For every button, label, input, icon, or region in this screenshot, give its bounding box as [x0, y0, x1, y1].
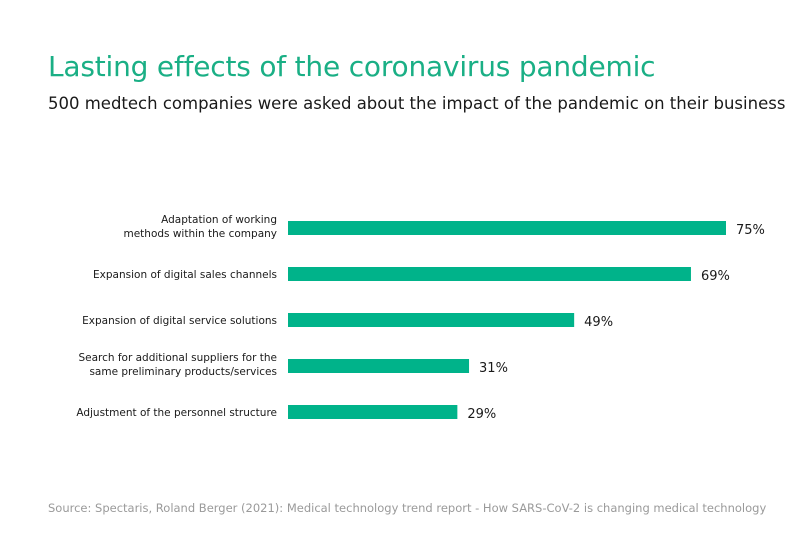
bar-1 — [288, 221, 726, 235]
value-label-2: 69% — [701, 269, 730, 284]
category-label-4: Search for additional suppliers for the s… — [78, 352, 277, 378]
category-label-2: Expansion of digital sales channels — [93, 269, 277, 281]
value-label-3: 49% — [584, 315, 613, 330]
category-label-3: Expansion of digital service solutions — [82, 315, 277, 327]
chart-subtitle: 500 medtech companies were asked about t… — [48, 94, 786, 113]
value-label-5: 29% — [467, 407, 496, 422]
bar-3 — [288, 313, 575, 327]
category-label-1: Adaptation of working methods within the … — [123, 214, 277, 240]
chart-title: Lasting effects of the coronavirus pande… — [48, 50, 656, 83]
bar-2 — [288, 267, 691, 281]
bar-4 — [288, 359, 470, 373]
value-label-1: 75% — [736, 223, 765, 238]
source-note: Source: Spectaris, Roland Berger (2021):… — [48, 501, 767, 515]
category-label-5: Adjustment of the personnel structure — [76, 407, 277, 419]
bar-5 — [288, 405, 458, 419]
value-label-4: 31% — [479, 361, 508, 376]
